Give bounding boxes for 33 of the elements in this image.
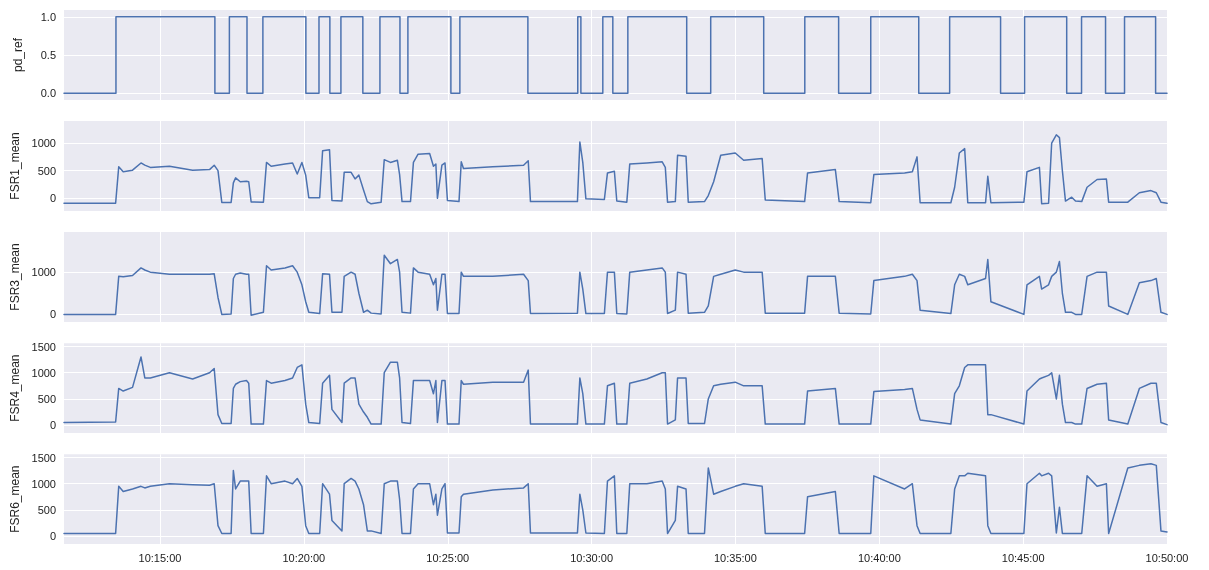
x-tick-label: 10:25:00 [426, 551, 470, 564]
y-tick-label: 1000 [31, 137, 56, 150]
line-series [63, 134, 1168, 205]
x-tick-label: 10:35:00 [713, 551, 757, 564]
y-tick-label: 1000 [31, 366, 56, 379]
y-tick-label: 0.0 [40, 87, 56, 100]
y-tick-label: 0 [49, 530, 56, 543]
y-tick-label: 1500 [31, 451, 56, 464]
y-axis-title: FSR4_mean [7, 354, 22, 422]
y-axis-title: FSR1_mean [7, 132, 22, 200]
y-tick-label: 500 [37, 164, 56, 177]
x-tick-label: 10:30:00 [570, 551, 613, 564]
y-tick-label: 1500 [31, 340, 56, 353]
x-tick-label: 10:15:00 [138, 551, 182, 564]
y-tick-label: 0 [49, 308, 56, 321]
line-series [63, 463, 1168, 535]
y-tick-label: 500 [37, 392, 56, 405]
x-tick-label: 10:40:00 [857, 551, 901, 564]
y-tick-label: 0 [49, 192, 56, 205]
y-axis-title: pd_ref [11, 37, 25, 73]
y-tick-label: 0 [49, 419, 56, 432]
y-tick-label: 1.0 [40, 10, 56, 23]
x-tick-label: 10:45:00 [1001, 551, 1045, 564]
y-tick-label: 0.5 [40, 49, 56, 61]
y-tick-label: 1000 [31, 266, 56, 279]
line-series [63, 356, 1168, 426]
y-tick-label: 500 [37, 503, 56, 516]
x-tick-label: 10:20:00 [282, 551, 326, 564]
x-tick-label: 10:50:00 [1145, 551, 1189, 564]
y-tick-label: 1000 [31, 477, 56, 490]
y-axis-title: FSR3_mean [7, 243, 22, 311]
line-series [63, 254, 1168, 316]
y-axis-title: FSR6_mean [7, 465, 22, 533]
